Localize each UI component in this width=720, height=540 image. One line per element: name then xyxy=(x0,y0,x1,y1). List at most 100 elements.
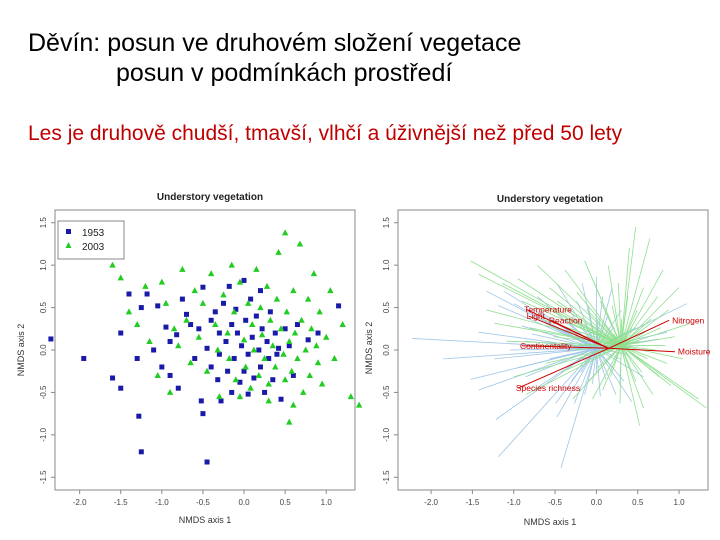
point-1953 xyxy=(220,300,226,306)
spider-line-2003 xyxy=(517,278,622,347)
spider-line-1953 xyxy=(560,348,597,468)
x-tick-label: -0.5 xyxy=(548,498,562,507)
point-1953 xyxy=(179,296,185,302)
spider-line-2003 xyxy=(621,345,668,364)
point-1953 xyxy=(248,296,254,302)
point-1953 xyxy=(241,368,247,374)
legend-box xyxy=(57,220,125,260)
point-1953 xyxy=(218,398,224,404)
point-2003 xyxy=(158,278,166,285)
point-1953 xyxy=(315,330,321,336)
point-2003 xyxy=(275,248,282,255)
spider-line-2003 xyxy=(599,300,622,346)
spider-line-1953 xyxy=(443,347,597,360)
point-2003 xyxy=(236,278,244,285)
point-2003 xyxy=(314,359,322,366)
y-tick-label: 0.0 xyxy=(39,344,48,356)
point-2003 xyxy=(191,287,198,294)
point-1953 xyxy=(204,345,210,351)
point-1953 xyxy=(134,355,140,361)
point-1953 xyxy=(276,345,282,351)
spider-line-2003 xyxy=(621,327,661,347)
point-2003 xyxy=(302,346,309,353)
point-2003 xyxy=(258,331,266,338)
spider-line-2003 xyxy=(620,247,630,346)
point-1953 xyxy=(208,364,214,370)
point-1953 xyxy=(278,396,284,402)
point-1953 xyxy=(138,305,144,311)
spider-line-2003 xyxy=(620,296,658,346)
y-tick-label: 1.5 xyxy=(382,217,391,229)
point-1953 xyxy=(229,389,235,395)
spider-line-2003 xyxy=(470,260,622,347)
spider-line-2003 xyxy=(620,287,680,347)
point-1953 xyxy=(272,330,278,336)
point-2003 xyxy=(310,270,318,277)
point-2003 xyxy=(187,359,194,366)
point-1953 xyxy=(253,313,259,319)
x-tick-label: -1.0 xyxy=(507,498,521,507)
point-2003 xyxy=(339,321,346,328)
spider-line-2003 xyxy=(620,227,637,346)
spider-line-2003 xyxy=(620,318,652,347)
point-1953 xyxy=(192,355,198,361)
spider-line-2003 xyxy=(620,345,707,409)
spider-line-2003 xyxy=(611,305,622,346)
x-axis-label-right: NMDS axis 1 xyxy=(524,517,577,527)
spider-line-2003 xyxy=(613,333,622,346)
point-2003 xyxy=(291,329,299,336)
x-tick-label: 1.0 xyxy=(321,498,333,507)
spider-line-2003 xyxy=(525,345,622,395)
point-2003 xyxy=(117,274,124,281)
vector-label: Nitrogen xyxy=(672,315,704,325)
spider-line-2003 xyxy=(588,345,622,382)
point-1953 xyxy=(251,375,257,381)
axis-ticks-left: -2.0 -1.5 -1.0 -0.5 0.0 0.5 1.0 -1.5 -1.0 -0.5 0.0… xyxy=(39,217,332,507)
vector-continentality xyxy=(521,345,609,349)
point-2003 xyxy=(267,316,274,323)
point-2003 xyxy=(283,308,290,315)
point-2003 xyxy=(242,363,249,370)
spider-line-1953 xyxy=(572,347,597,355)
point-2003 xyxy=(286,338,293,345)
point-1953 xyxy=(126,291,132,297)
x-tick-label: 0.0 xyxy=(591,498,603,507)
point-2003 xyxy=(220,291,227,298)
point-2003 xyxy=(327,287,334,294)
y-tick-label: 1.0 xyxy=(382,259,391,271)
x-tick-label: 0.0 xyxy=(238,498,250,507)
point-2003 xyxy=(347,393,355,400)
spider-line-2003 xyxy=(580,331,622,347)
point-2003 xyxy=(304,295,312,302)
points-left xyxy=(48,229,363,465)
point-2003 xyxy=(228,261,235,268)
point-1953 xyxy=(215,377,221,383)
point-1953 xyxy=(159,364,165,370)
point-1953 xyxy=(204,459,210,465)
ordination-plot-biplot: Understory vegetation NMDS axis 1 NMDS a… xyxy=(364,194,711,527)
point-2003 xyxy=(125,308,133,315)
point-1953 xyxy=(286,343,292,349)
point-2003 xyxy=(183,316,190,323)
point-2003 xyxy=(316,308,323,315)
point-1953 xyxy=(241,277,247,283)
x-axis-label-left: NMDS axis 1 xyxy=(179,515,232,525)
spider-line-2003 xyxy=(537,265,622,347)
spider-line-1953 xyxy=(596,348,617,395)
spider-line-2003 xyxy=(549,287,622,347)
point-1953 xyxy=(249,334,255,340)
point-2003 xyxy=(313,342,320,349)
point-1953 xyxy=(216,330,222,336)
point-2003 xyxy=(230,308,238,315)
spider-line-2003 xyxy=(620,287,644,346)
point-2003 xyxy=(290,401,297,408)
spider-line-1953 xyxy=(574,348,597,404)
point-1953 xyxy=(290,372,296,378)
spider-line-2003 xyxy=(620,345,654,395)
point-2003 xyxy=(294,354,301,361)
point-2003 xyxy=(286,418,293,425)
point-1953 xyxy=(200,284,206,290)
point-1953 xyxy=(151,347,157,353)
x-tick-label: -1.5 xyxy=(466,498,480,507)
point-1953 xyxy=(155,303,161,309)
